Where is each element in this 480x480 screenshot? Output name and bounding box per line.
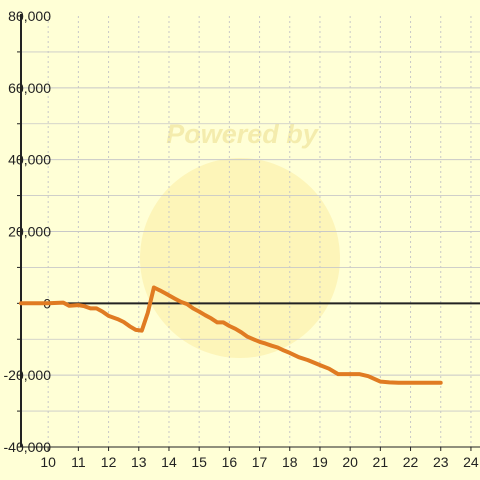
x-tick-label: 22 (403, 454, 419, 470)
tick-labels: 80,00060,00040,00020,0000-20,000-40,0001… (4, 8, 479, 470)
x-tick-label: 20 (342, 454, 358, 470)
series-group (19, 285, 443, 385)
x-tick-label: 23 (433, 454, 449, 470)
x-tick-label: 14 (161, 454, 177, 470)
y-tick-label: 40,000 (8, 152, 51, 168)
grid (21, 16, 480, 447)
x-tick-label: 11 (71, 454, 86, 470)
x-tick-label: 12 (101, 454, 117, 470)
y-tick-label: -40,000 (4, 439, 52, 455)
x-tick-label: 17 (252, 454, 268, 470)
x-tick-label: 21 (373, 454, 389, 470)
y-tick-label: -20,000 (4, 367, 52, 383)
x-tick-label: 10 (40, 454, 56, 470)
y-tick-label: 80,000 (8, 8, 51, 24)
x-tick-label: 16 (222, 454, 238, 470)
x-tick-label: 24 (463, 454, 479, 470)
x-tick-label: 13 (131, 454, 147, 470)
series-line (19, 285, 443, 385)
axes (17, 14, 480, 451)
watermark-logo-circle (140, 158, 340, 358)
x-tick-label: 15 (191, 454, 207, 470)
y-tick-label: 20,000 (8, 224, 51, 240)
x-tick-label: 19 (312, 454, 328, 470)
y-tick-label: 60,000 (8, 80, 51, 96)
x-tick-label: 18 (282, 454, 298, 470)
